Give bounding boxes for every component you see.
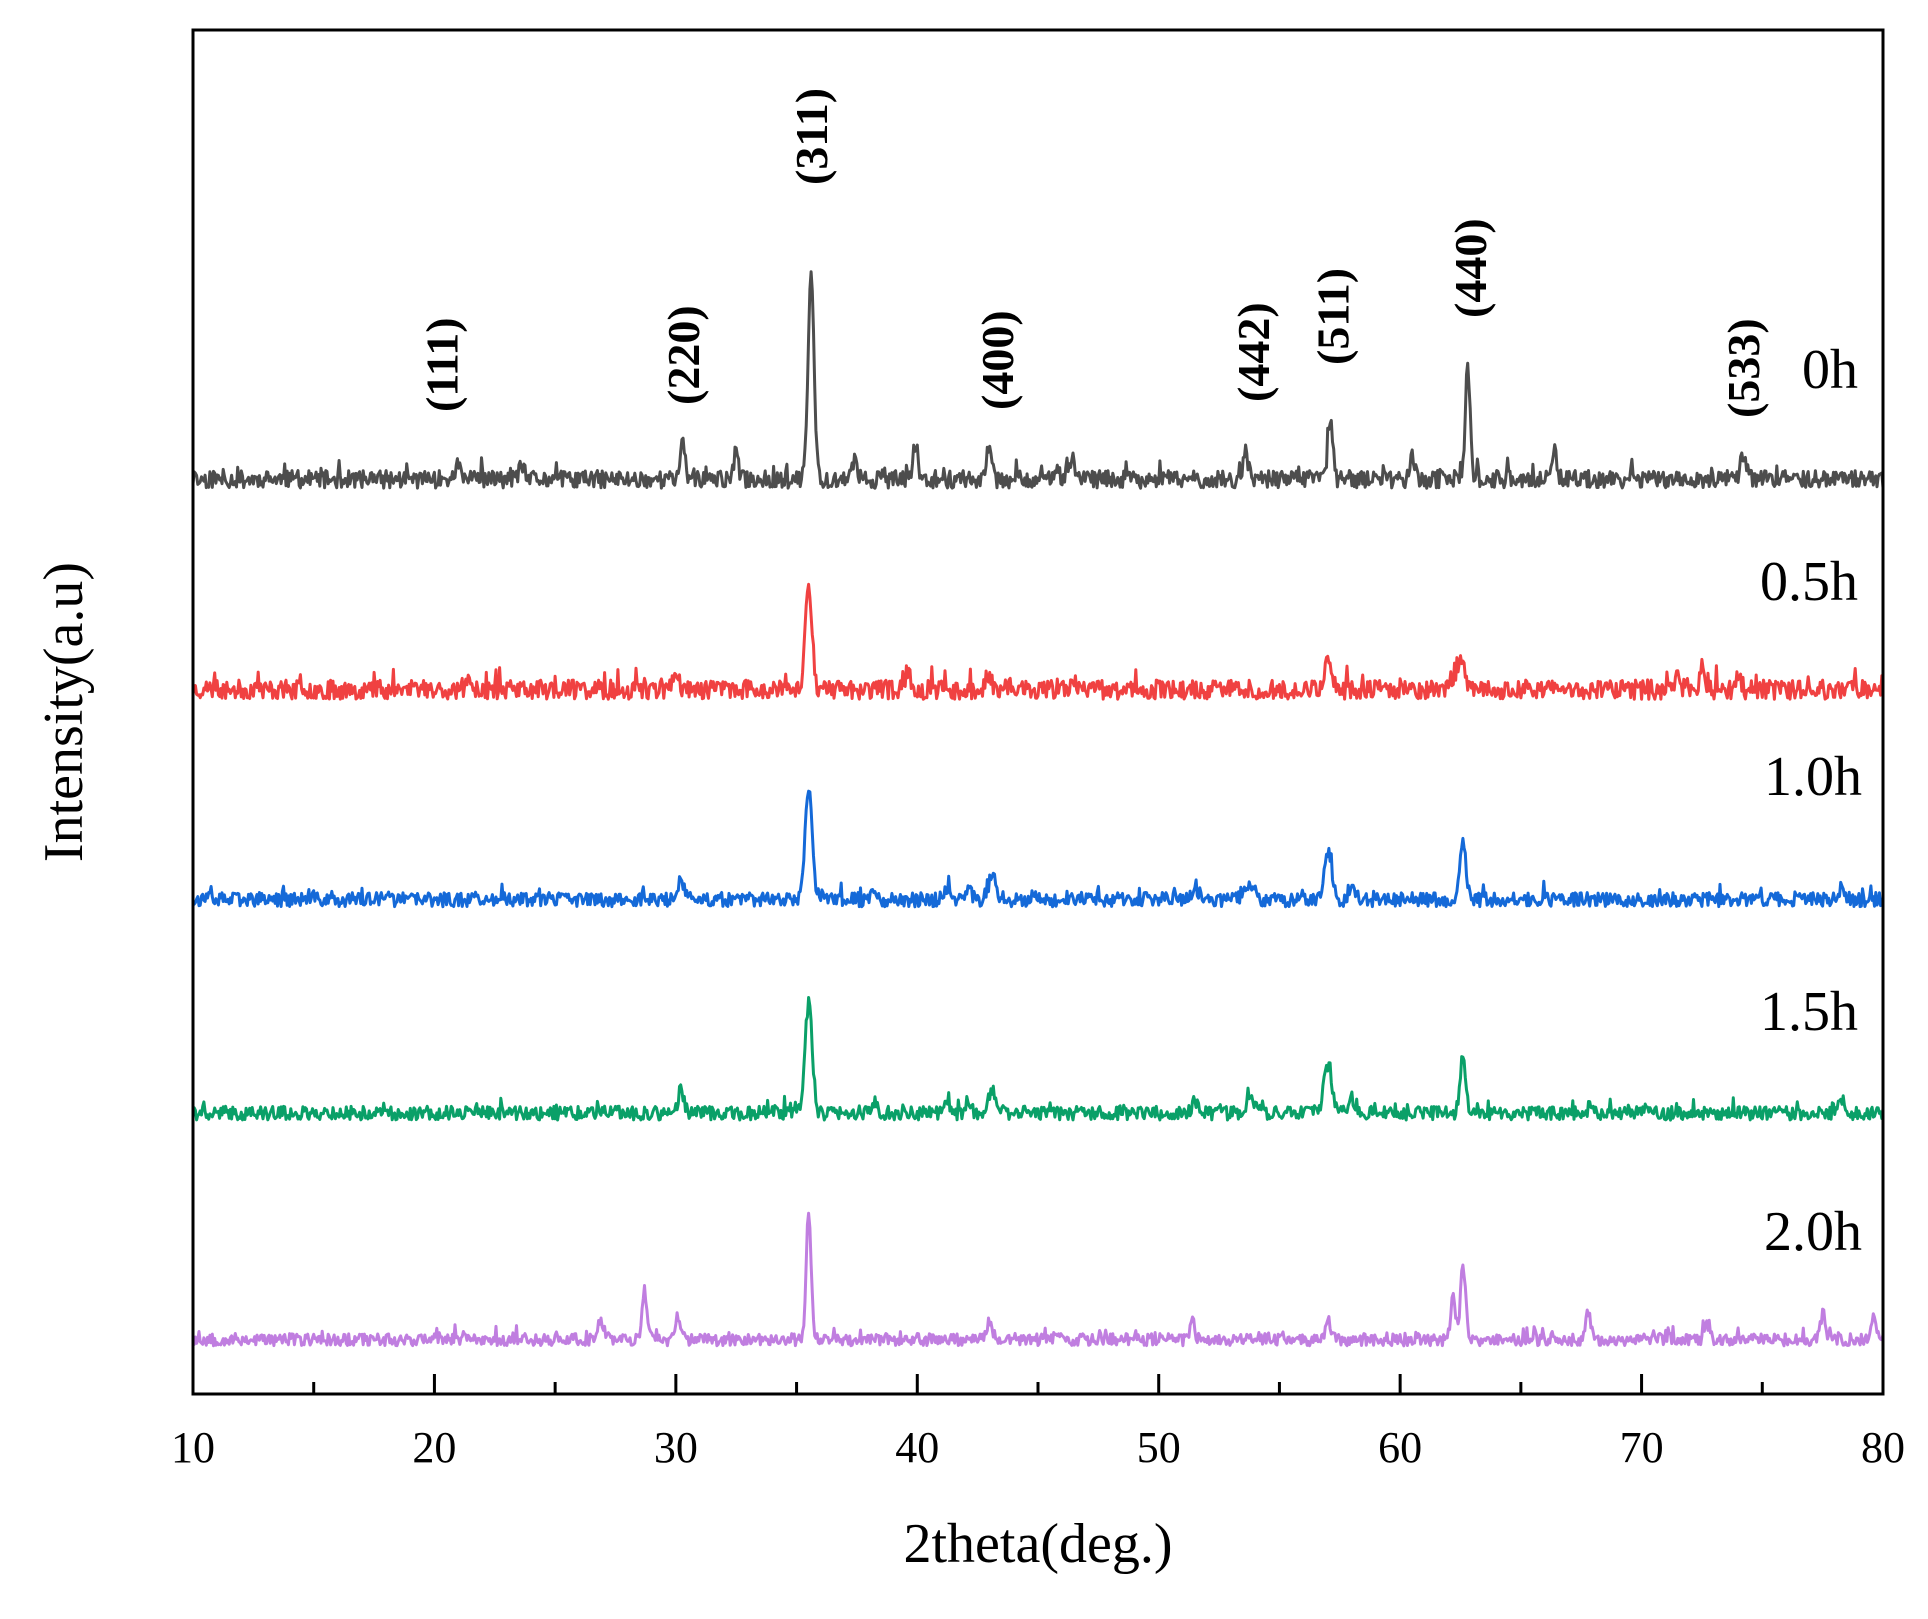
series-label-0.5h: 0.5h	[1760, 551, 1858, 613]
peak-label: (511)	[1308, 268, 1359, 365]
series-label-1.0h: 1.0h	[1764, 746, 1862, 808]
x-axis-ticks: 10 20 30 40 50 60 70 80	[171, 1374, 1905, 1472]
x-tick-label: 40	[895, 1423, 939, 1472]
x-tick-label: 30	[654, 1423, 698, 1472]
x-axis-title: 2theta(deg.)	[904, 1513, 1173, 1575]
peak-label: (220)	[658, 305, 709, 405]
x-tick-label: 80	[1861, 1423, 1905, 1472]
series-line-2.0h	[191, 1211, 1885, 1348]
peak-label: (533)	[1718, 318, 1769, 418]
series-label-2.0h: 2.0h	[1764, 1201, 1862, 1263]
series-label-0h: 0h	[1802, 339, 1858, 401]
x-tick-label: 50	[1137, 1423, 1181, 1472]
series-line-1.0h	[192, 789, 1885, 909]
series-layer	[191, 270, 1885, 1348]
series-line-0.5h	[191, 582, 1885, 701]
peak-label: (111)	[417, 317, 468, 412]
x-tick-label: 60	[1378, 1423, 1422, 1472]
x-tick-label: 20	[412, 1423, 456, 1472]
peak-labels: (111) (220) (311) (400) (442) (511) (440) (533)	[417, 88, 1769, 418]
y-axis-title: Intensity(a.u)	[33, 562, 95, 862]
peak-label: (440)	[1445, 218, 1496, 318]
x-tick-label: 10	[171, 1423, 215, 1472]
series-line-0h	[191, 270, 1885, 490]
x-tick-label: 70	[1620, 1423, 1664, 1472]
series-labels: 0h 0.5h 1.0h 1.5h 2.0h	[1760, 339, 1862, 1263]
peak-label: (311)	[786, 88, 837, 185]
series-label-1.5h: 1.5h	[1760, 981, 1858, 1043]
plot-frame	[191, 28, 1885, 1396]
series-line-1.5h	[191, 996, 1885, 1122]
peak-label: (400)	[972, 310, 1023, 410]
peak-label: (442)	[1228, 302, 1279, 402]
